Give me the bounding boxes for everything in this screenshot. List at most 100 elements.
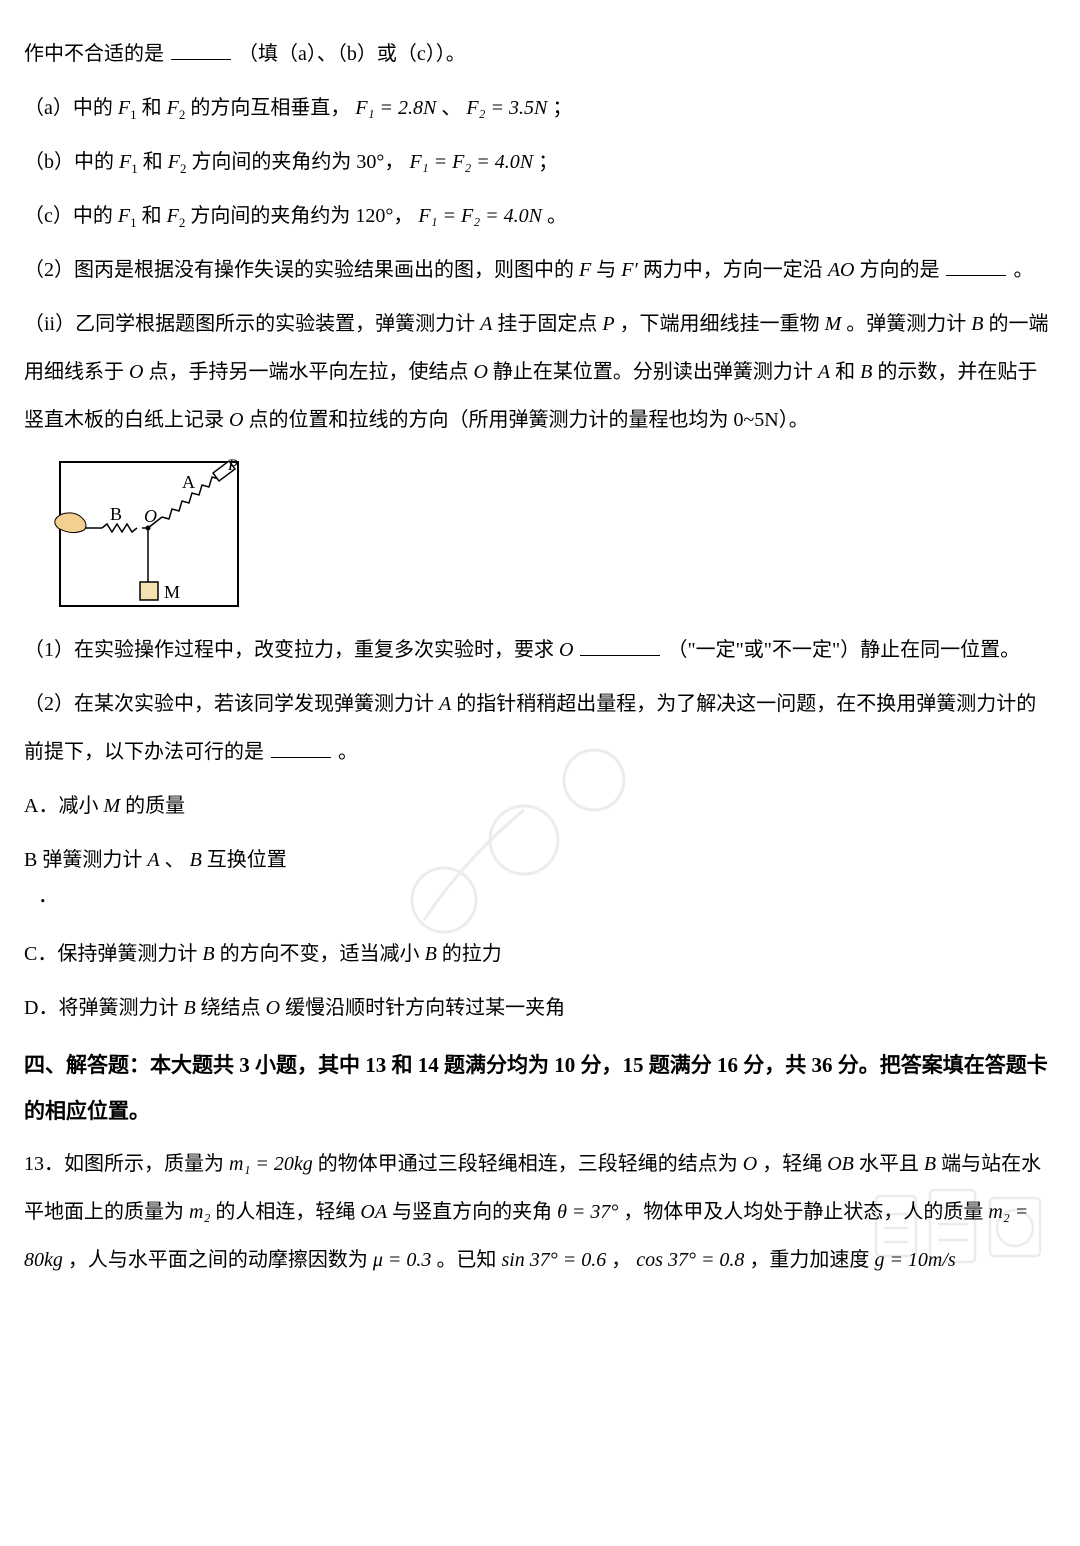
- sub-q1: （1）在实验操作过程中，改变拉力，重复多次实验时，要求 O （"一定"或"不一定…: [24, 626, 1056, 674]
- text: 与竖直方向的夹角: [392, 1201, 557, 1223]
- period: 。: [547, 205, 567, 227]
- text: 点的位置和拉线的方向（所用弹簧测力计的量程也均为 0~5N）。: [248, 409, 808, 431]
- eq-c: F₁ = F₂ = 4.0N: [418, 205, 542, 227]
- var-f1: F1: [118, 97, 137, 119]
- blank-abc[interactable]: [171, 40, 231, 60]
- text: ．: [38, 885, 58, 907]
- var-m2: m₂: [189, 1201, 210, 1223]
- text: 挂于固定点: [497, 313, 602, 335]
- text: ，下端用细线挂一重物: [620, 313, 825, 335]
- var-b: B: [971, 313, 983, 335]
- text: ，重力加速度: [749, 1249, 874, 1271]
- label-b: B: [110, 504, 122, 524]
- text: ，人与水平面之间的动摩擦因数为: [68, 1249, 373, 1271]
- blank-method[interactable]: [271, 738, 331, 758]
- eq-a2: F₂ = 3.5N: [466, 97, 547, 119]
- var-ao: AO: [828, 259, 855, 281]
- var-f1: F1: [119, 151, 138, 173]
- var-b: B: [190, 849, 202, 871]
- text: 和: [143, 151, 163, 173]
- var-o: O: [129, 361, 143, 383]
- text: （2）在某次实验中，若该同学发现弹簧测力计: [24, 693, 439, 715]
- eq-cos: cos 37° = 0.8: [636, 1249, 744, 1271]
- text: （a）中的: [24, 97, 113, 119]
- var-p: P: [602, 313, 614, 335]
- text: 。弹簧测力计: [846, 313, 971, 335]
- text: 点，手持另一端水平向左拉，使结点: [148, 361, 473, 383]
- label-p: P: [227, 457, 238, 474]
- sep: 、: [441, 97, 461, 119]
- var-o: O: [266, 997, 280, 1019]
- var-o: O: [743, 1153, 757, 1175]
- var-o: O: [229, 409, 243, 431]
- eq-m1: m₁ = 20kg: [229, 1153, 313, 1175]
- semi: ；: [552, 97, 572, 119]
- var-o: O: [473, 361, 487, 383]
- label-a: A: [182, 472, 195, 492]
- text: 与: [596, 259, 621, 281]
- var-f: F: [579, 259, 591, 281]
- eq-sin: sin 37° = 0.6: [501, 1249, 606, 1271]
- text: 的方向互相垂直，: [190, 97, 350, 119]
- var-b: B: [924, 1153, 936, 1175]
- text: 和: [142, 97, 162, 119]
- label-m: M: [164, 582, 180, 602]
- text: C．保持弹簧测力计: [24, 943, 202, 965]
- text: 的人相连，轻绳: [215, 1201, 360, 1223]
- text: 方向的是: [859, 259, 939, 281]
- var-a: A: [480, 313, 492, 335]
- text: A．减小: [24, 795, 103, 817]
- text: 13．如图所示，质量为: [24, 1153, 229, 1175]
- eq-theta: θ = 37°: [557, 1201, 618, 1223]
- text: （c）中的: [24, 205, 113, 227]
- var-b: B: [183, 997, 195, 1019]
- text: （2）图丙是根据没有操作失误的实验结果画出的图，则图中的: [24, 259, 579, 281]
- choice-a: A．减小 M 的质量: [24, 782, 1056, 830]
- text: 。已知: [436, 1249, 501, 1271]
- var-ob: OB: [827, 1153, 854, 1175]
- q13: 13．如图所示，质量为 m₁ = 20kg 的物体甲通过三段轻绳相连，三段轻绳的…: [24, 1140, 1056, 1284]
- var-f2: F2: [167, 205, 186, 227]
- text: 和: [142, 205, 162, 227]
- text: D．将弹簧测力计: [24, 997, 183, 1019]
- var-m: M: [103, 795, 120, 817]
- text: （"一定"或"不一定"）静止在同一位置。: [667, 639, 1020, 661]
- var-oa: OA: [360, 1201, 387, 1223]
- var-b: B: [860, 361, 872, 383]
- option-a: （a）中的 F1 和 F2 的方向互相垂直， F₁ = 2.8N 、 F₂ = …: [24, 84, 1056, 132]
- text: （1）在实验操作过程中，改变拉力，重复多次实验时，要求: [24, 639, 559, 661]
- diagram-svg: A B O M P: [44, 454, 239, 614]
- eq-mu: μ = 0.3: [373, 1249, 432, 1271]
- text: （填（a）、（b）或（c））。: [238, 43, 466, 65]
- semi: ；: [538, 151, 558, 173]
- sub-q2: （2）在某次实验中，若该同学发现弹簧测力计 A 的指针稍稍超出量程，为了解决这一…: [24, 680, 1056, 776]
- option-c: （c）中的 F1 和 F2 方向间的夹角约为 120°， F₁ = F₂ = 4…: [24, 192, 1056, 240]
- var-a: A: [818, 361, 830, 383]
- text: ，物体甲及人均处于静止状态，人的质量: [623, 1201, 988, 1223]
- blank-fdir[interactable]: [946, 256, 1006, 276]
- var-fprime: F′: [621, 259, 638, 281]
- option-b: （b）中的 F1 和 F2 方向间的夹角约为 30°， F₁ = F₂ = 4.…: [24, 138, 1056, 186]
- text: ，轻绳: [762, 1153, 827, 1175]
- text: B 弹簧测力计: [24, 849, 147, 871]
- var-f2: F2: [167, 97, 186, 119]
- label-o: O: [144, 506, 157, 526]
- var-f1: F1: [118, 205, 137, 227]
- var-m: M: [825, 313, 842, 335]
- text: 互换位置: [207, 849, 287, 871]
- eq-g: g = 10m/s: [874, 1249, 955, 1271]
- var-b: B: [425, 943, 437, 965]
- text: 的物体甲通过三段轻绳相连，三段轻绳的结点为: [318, 1153, 743, 1175]
- choice-c: C．保持弹簧测力计 B 的方向不变，适当减小 B 的拉力: [24, 930, 1056, 978]
- var-a: A: [147, 849, 159, 871]
- text: 方向间的夹角约为 30°，: [191, 151, 404, 173]
- text: 的拉力: [442, 943, 502, 965]
- text: 作中不合适的是: [24, 43, 164, 65]
- period: 。: [1013, 259, 1033, 281]
- section-4-title: 四、解答题：本大题共 3 小题，其中 13 和 14 题满分均为 10 分，15…: [24, 1042, 1056, 1134]
- text: 和: [835, 361, 860, 383]
- eq-a1: F₁ = 2.8N: [355, 97, 436, 119]
- text: 水平且: [859, 1153, 924, 1175]
- text: 两力中，方向一定沿: [643, 259, 828, 281]
- blank-o-fixed[interactable]: [580, 636, 660, 656]
